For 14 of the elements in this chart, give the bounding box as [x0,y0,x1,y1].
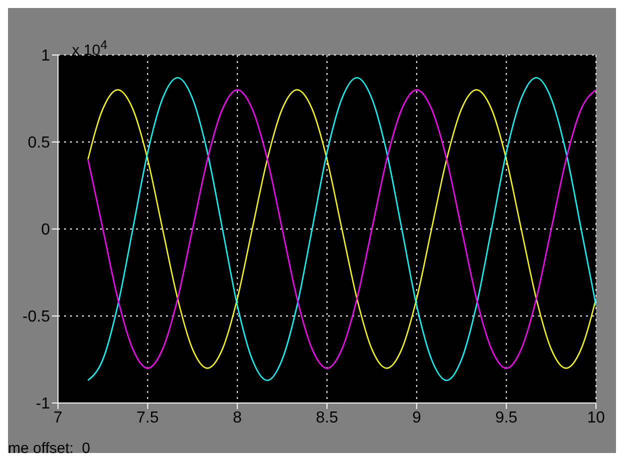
annotation: x 10$^{4}$ [72,38,108,59]
x-tick-label: 9.5 [495,409,518,426]
x-tick-label: 8 [232,409,242,426]
text: me offset: 0 [8,440,90,457]
y-tick-label: 1 [41,48,50,65]
x-tick-label: 7 [54,409,63,426]
y-tick-label: 0.5 [28,134,50,152]
y-tick-label: -1 [36,396,50,413]
x-tick-label: 10 [587,409,605,426]
y-tick-label: -0.5 [22,308,50,326]
x-tick-label: 8.5 [316,409,338,426]
y-tick-label: 0 [41,222,50,239]
x-tick-label: 9 [412,409,422,426]
x-tick-label: 7.5 [136,409,159,426]
